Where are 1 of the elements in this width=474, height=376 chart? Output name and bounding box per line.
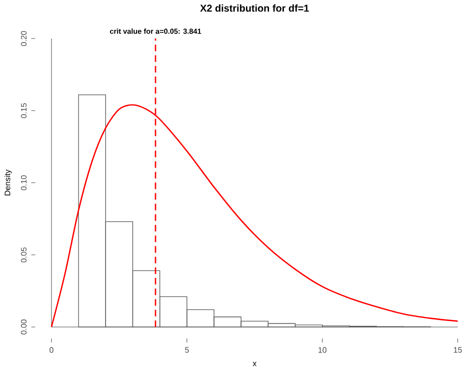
chart-title: X2 distribution for df=1	[200, 4, 309, 12]
